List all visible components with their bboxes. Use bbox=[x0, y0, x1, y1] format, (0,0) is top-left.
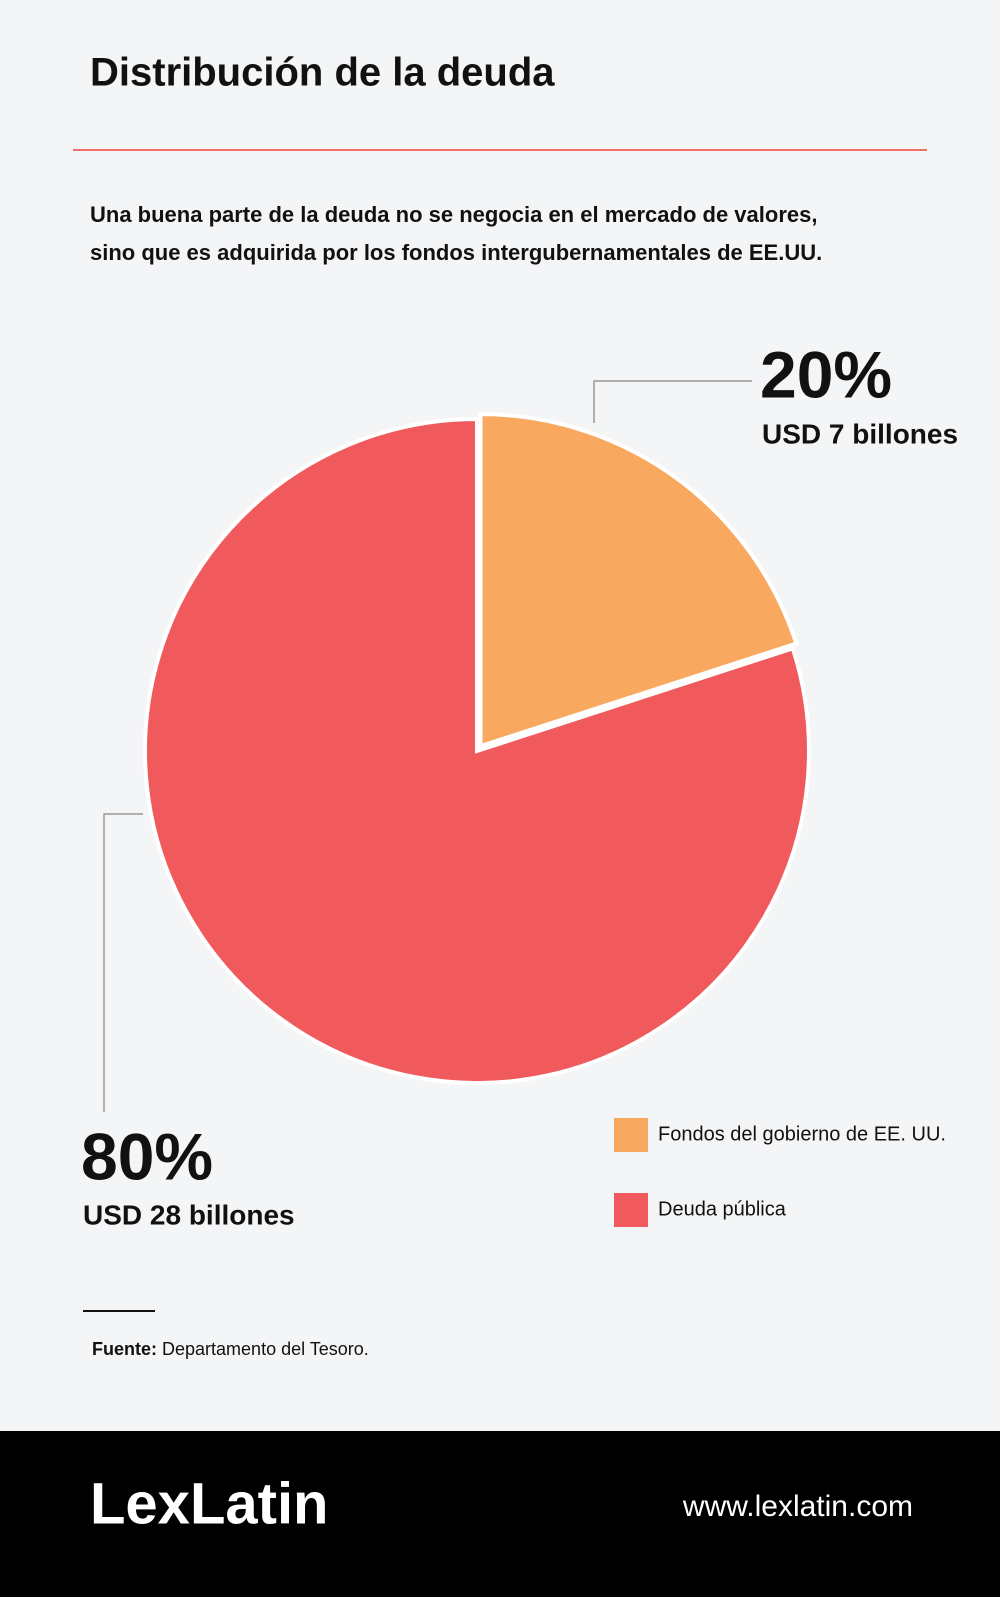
pie-slice bbox=[478, 412, 799, 749]
amount-label: USD 28 billones bbox=[83, 1199, 295, 1230]
chart-title: Distribución de la deuda bbox=[90, 51, 555, 95]
source: Fuente: Departamento del Tesoro. bbox=[92, 1339, 369, 1359]
legend: Fondos del gobierno de EE. UU. Deuda públ… bbox=[614, 1118, 946, 1227]
subtitle: Una buena parte de la deuda no se negoci… bbox=[90, 202, 817, 227]
footer bbox=[0, 1431, 1000, 1597]
leader-line bbox=[593, 380, 752, 423]
pie bbox=[143, 412, 811, 1085]
legend-swatch bbox=[614, 1118, 648, 1152]
legend-label: Deuda pública bbox=[658, 1198, 787, 1220]
brand-logo: LexLatin bbox=[90, 1471, 329, 1536]
leader-line bbox=[103, 813, 143, 1112]
pie-slice bbox=[143, 416, 811, 1085]
legend-label: Fondos del gobierno de EE. UU. bbox=[658, 1123, 946, 1145]
legend-swatch bbox=[614, 1193, 648, 1227]
subtitle: sino que es adquirida por los fondos int… bbox=[90, 240, 822, 265]
source-text: Departamento del Tesoro. bbox=[162, 1339, 369, 1359]
value-label: 80% bbox=[81, 1119, 213, 1193]
amount-label: USD 7 billones bbox=[762, 418, 958, 449]
source-label: Fuente: bbox=[92, 1339, 157, 1359]
website: www.lexlatin.com bbox=[682, 1490, 913, 1523]
value-label: 20% bbox=[760, 337, 892, 411]
